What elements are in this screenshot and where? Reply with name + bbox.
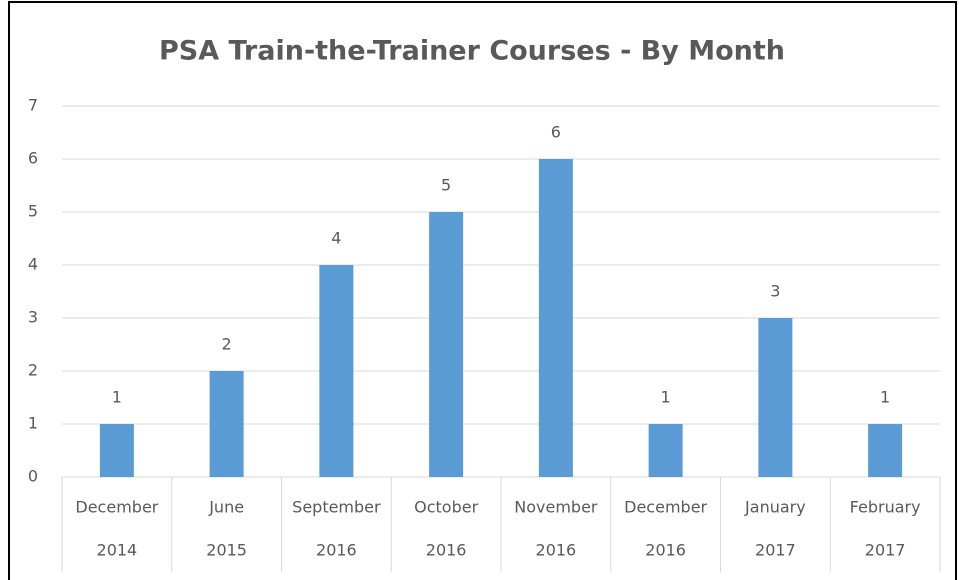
bar bbox=[429, 212, 463, 477]
y-tick-label: 1 bbox=[28, 414, 38, 433]
x-tick-label: February bbox=[850, 498, 921, 517]
x-tick-label-year: 2014 bbox=[97, 541, 138, 560]
bar bbox=[539, 159, 573, 477]
data-label: 3 bbox=[770, 282, 780, 301]
bar bbox=[868, 424, 902, 477]
data-label: 1 bbox=[112, 388, 122, 407]
data-label: 1 bbox=[661, 388, 671, 407]
y-tick-label: 3 bbox=[28, 308, 38, 327]
x-tick-label-year: 2016 bbox=[536, 541, 577, 560]
x-tick-label: June bbox=[208, 498, 244, 517]
x-tick-label-year: 2017 bbox=[865, 541, 906, 560]
x-tick-label: December bbox=[75, 498, 158, 517]
x-tick-label-year: 2016 bbox=[316, 541, 357, 560]
bar bbox=[210, 371, 244, 477]
y-tick-label: 5 bbox=[28, 202, 38, 221]
x-tick-label-year: 2016 bbox=[426, 541, 467, 560]
x-tick-label: December bbox=[624, 498, 707, 517]
data-label: 1 bbox=[880, 388, 890, 407]
x-tick-label: September bbox=[292, 498, 381, 517]
y-tick-label: 0 bbox=[28, 467, 38, 486]
x-tick-label: October bbox=[414, 498, 478, 517]
bar bbox=[649, 424, 683, 477]
x-tick-label-year: 2016 bbox=[645, 541, 686, 560]
bar bbox=[319, 265, 353, 477]
x-tick-label: November bbox=[514, 498, 598, 517]
y-tick-label: 6 bbox=[28, 149, 38, 168]
x-tick-label-year: 2017 bbox=[755, 541, 796, 560]
data-label: 6 bbox=[551, 123, 561, 142]
data-label: 4 bbox=[331, 229, 341, 248]
y-tick-label: 2 bbox=[28, 361, 38, 380]
x-tick-label-year: 2015 bbox=[206, 541, 247, 560]
chart-title: PSA Train-the-Trainer Courses - By Month bbox=[159, 36, 785, 67]
bar bbox=[758, 318, 792, 477]
y-tick-label: 4 bbox=[28, 255, 38, 274]
bar bbox=[100, 424, 134, 477]
chart: PSA Train-the-Trainer Courses - By Month… bbox=[0, 0, 959, 580]
data-label: 2 bbox=[222, 335, 232, 354]
chart-frame bbox=[9, 2, 956, 580]
y-tick-label: 7 bbox=[28, 96, 38, 115]
data-label: 5 bbox=[441, 176, 451, 195]
x-tick-label: January bbox=[744, 498, 806, 517]
